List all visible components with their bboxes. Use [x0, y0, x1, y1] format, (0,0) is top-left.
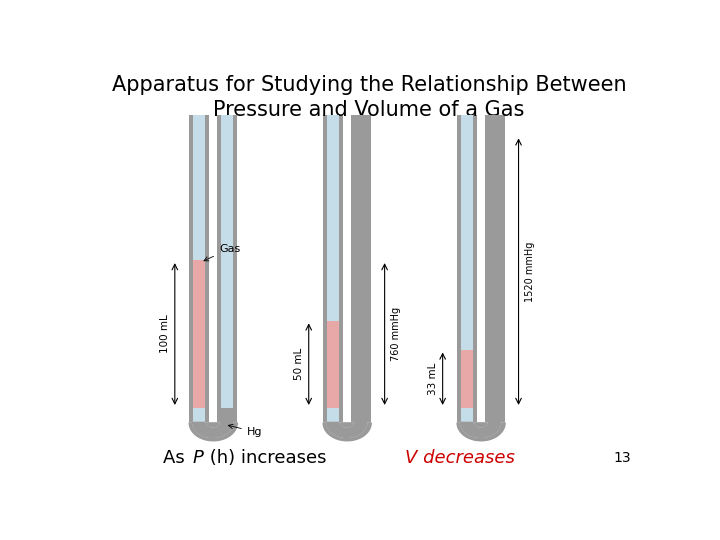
Bar — [193, 114, 205, 422]
Text: (h) increases: (h) increases — [204, 449, 327, 467]
Bar — [217, 114, 237, 422]
Bar — [456, 114, 477, 422]
Text: 50 mL: 50 mL — [294, 348, 305, 380]
Text: 1520 mmHg: 1520 mmHg — [526, 241, 535, 302]
Polygon shape — [327, 422, 366, 437]
Text: Apparatus for Studying the Relationship Between
Pressure and Volume of a Gas: Apparatus for Studying the Relationship … — [112, 75, 626, 120]
Polygon shape — [461, 422, 500, 437]
Bar — [189, 114, 209, 422]
Bar — [461, 114, 473, 422]
Bar — [354, 260, 366, 422]
Bar — [327, 321, 339, 408]
Text: Gas: Gas — [204, 244, 240, 261]
Text: 100 mL: 100 mL — [161, 315, 171, 353]
Bar — [461, 349, 473, 408]
Bar — [488, 114, 500, 422]
Text: P: P — [192, 449, 203, 467]
Text: As: As — [163, 449, 190, 467]
Text: V decreases: V decreases — [405, 449, 515, 467]
Text: Hg: Hg — [228, 424, 262, 437]
Text: 33 mL: 33 mL — [428, 362, 438, 395]
Polygon shape — [193, 422, 233, 437]
Polygon shape — [327, 422, 366, 437]
Bar — [323, 114, 343, 422]
Polygon shape — [461, 422, 500, 437]
Bar — [220, 114, 233, 422]
Text: 13: 13 — [613, 451, 631, 465]
Bar — [485, 114, 505, 422]
Bar — [351, 114, 371, 422]
Polygon shape — [193, 422, 233, 437]
Bar — [220, 408, 233, 422]
Bar — [193, 260, 205, 408]
Bar — [327, 114, 339, 422]
Bar — [354, 114, 366, 422]
Text: 760 mmHg: 760 mmHg — [392, 307, 401, 361]
Bar — [488, 136, 500, 422]
